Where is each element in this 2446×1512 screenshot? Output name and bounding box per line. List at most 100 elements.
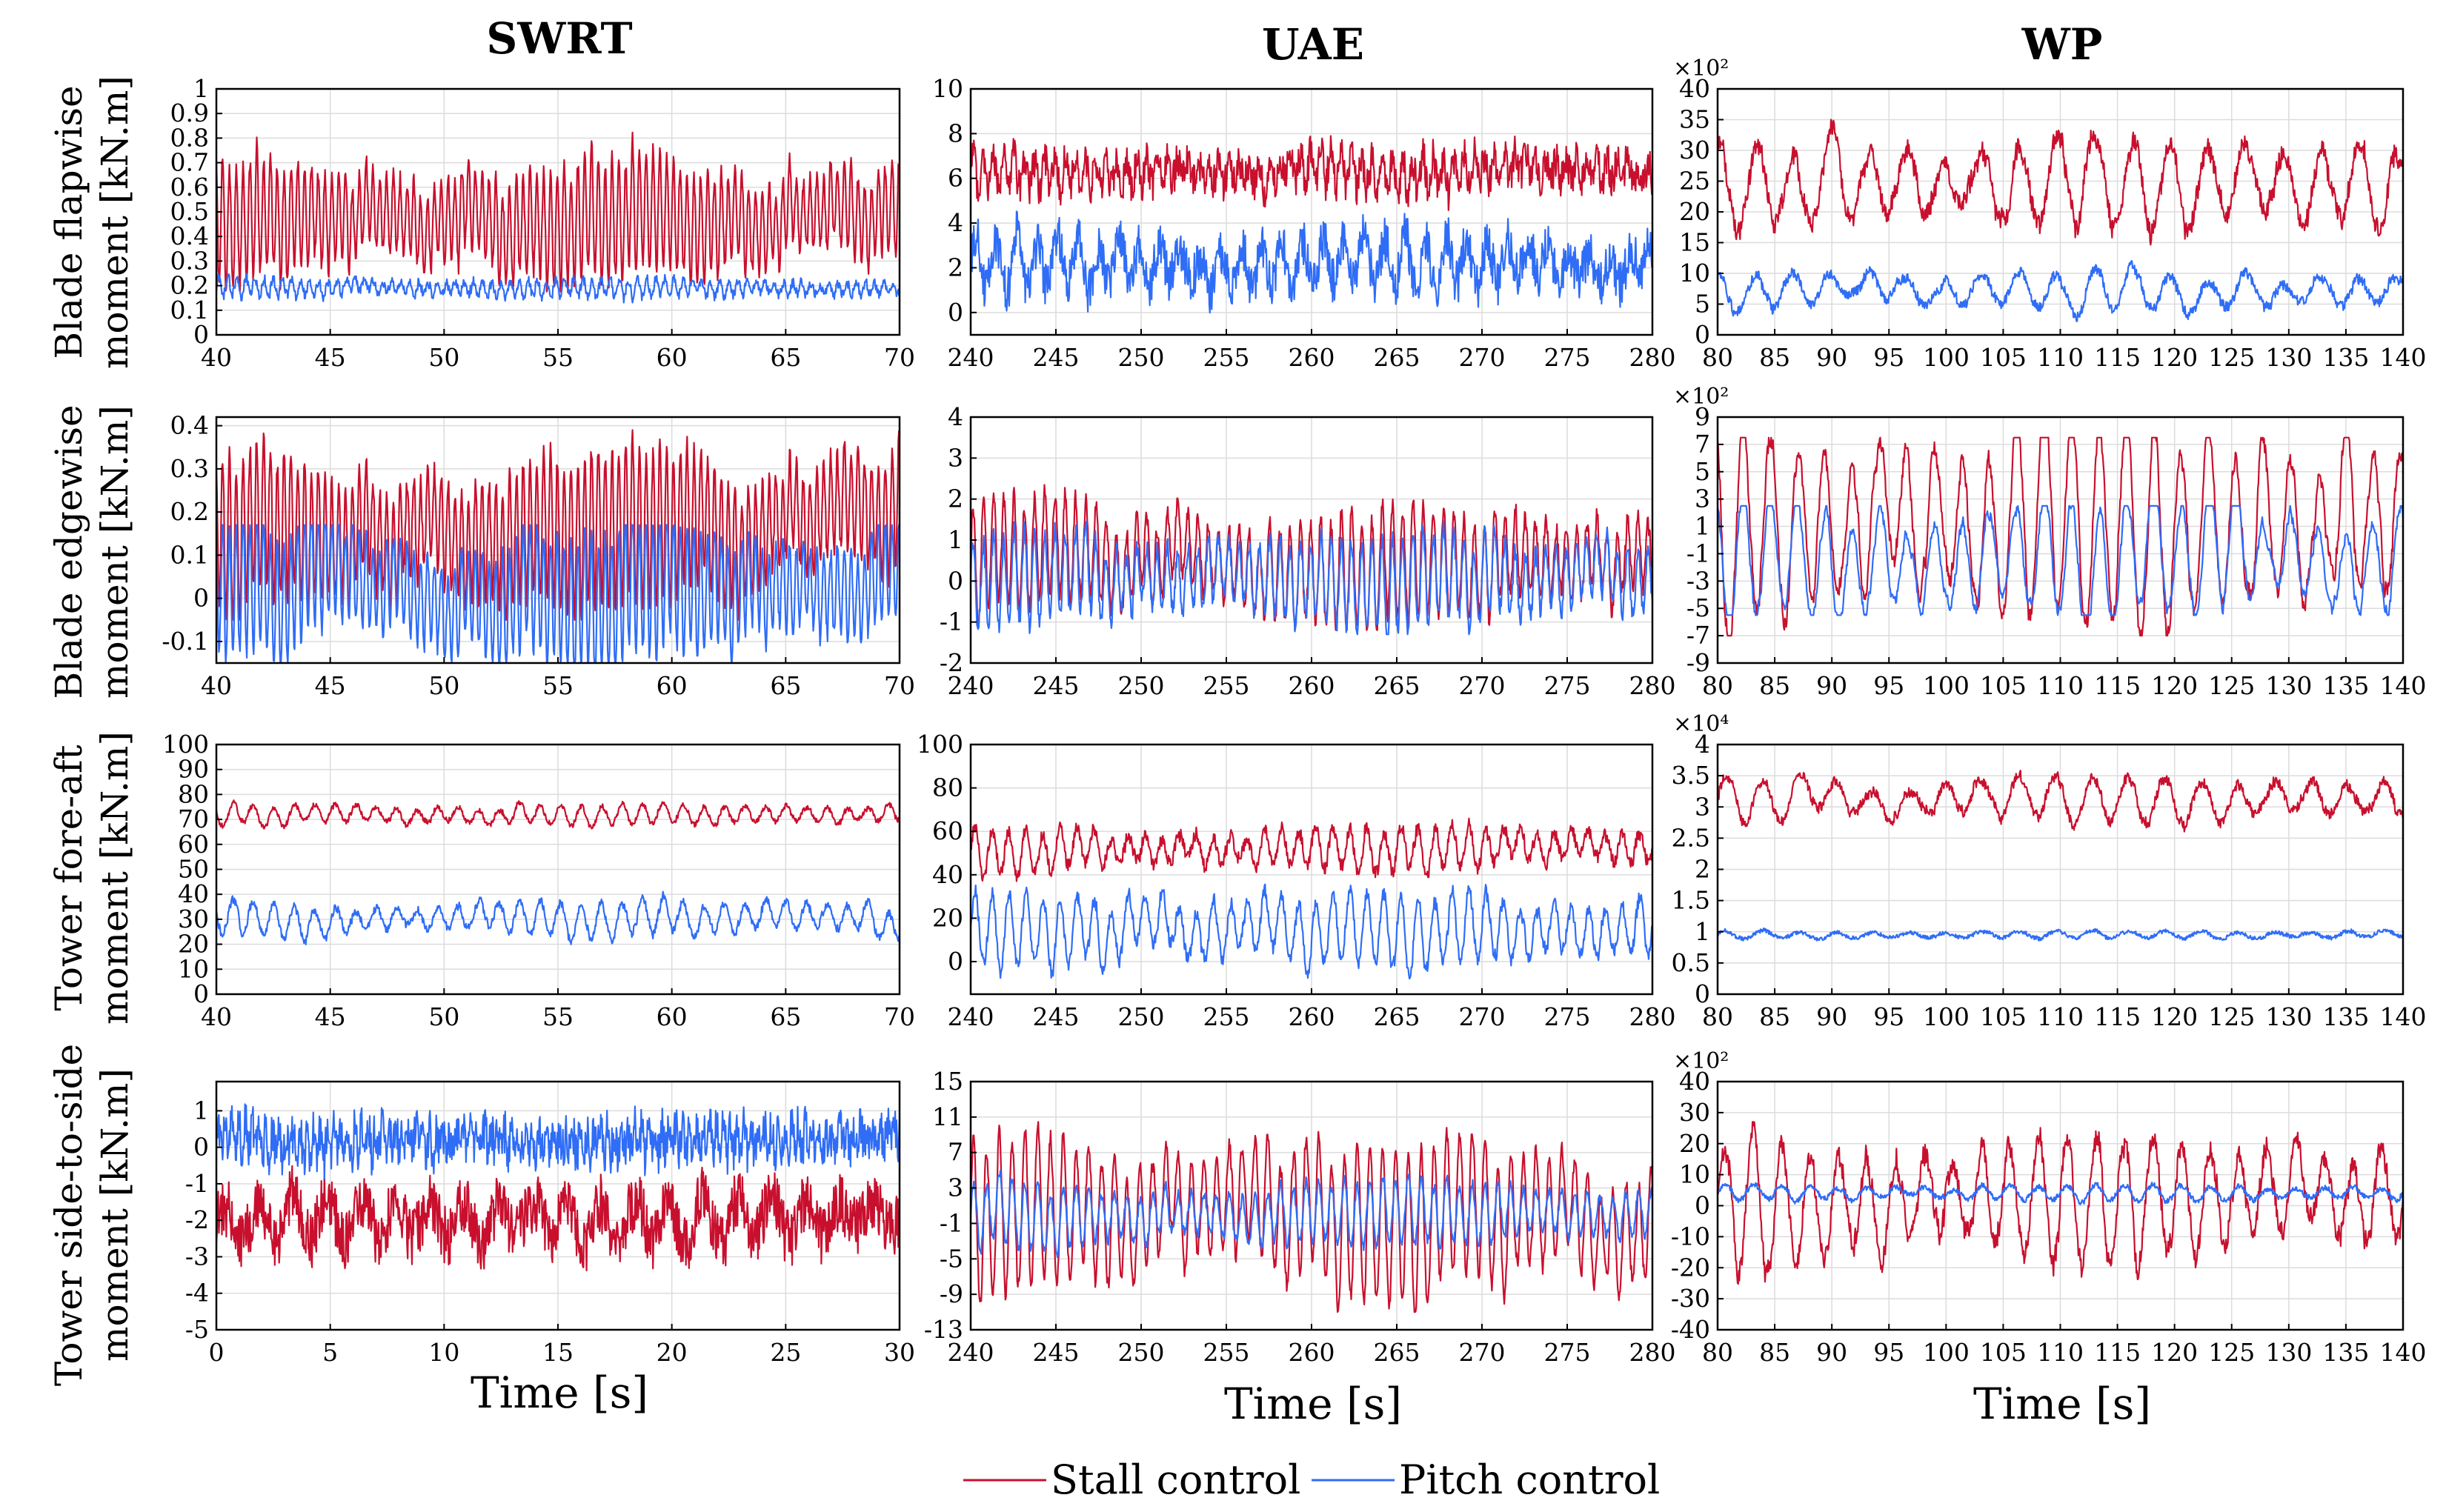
y-tick-label: 4	[948, 208, 963, 237]
y-tick-label: 15	[1679, 228, 1710, 257]
x-tick-label: 85	[1759, 671, 1790, 700]
x-tick-label: 280	[1629, 343, 1676, 372]
x-tick-label: 250	[1118, 343, 1165, 372]
y-tick-label: -9	[1686, 648, 1710, 677]
y-tick-label: -13	[924, 1315, 963, 1344]
chart-panels: 40 45 50 55 60 65 7000.10.20.30.40.50.60.70.80…	[162, 56, 2426, 1367]
y-tick-label: 10	[932, 74, 963, 103]
x-tick-label: 270	[1459, 1002, 1506, 1031]
y-tick-label: 60	[932, 816, 963, 845]
chart-panel-r3-c0: 0 5 10 15 20 25 30 -5 -4 -3 -2 -1 0 1	[185, 1080, 915, 1367]
series-line-pitch	[971, 210, 1652, 314]
y-tick-label: 0.2	[170, 497, 209, 526]
x-tick-label: 240	[948, 343, 994, 372]
x-tick-label: 55	[542, 1002, 574, 1031]
x-tick-label: 65	[770, 1002, 801, 1031]
chart-panel-r0-c0: 40 45 50 55 60 65 70 00.10.20.30.40.50.60.70.80…	[170, 74, 915, 372]
x-tick-label: 85	[1759, 343, 1790, 372]
y-tick-label: 10	[178, 954, 209, 983]
x-tick-label: 100	[1923, 1002, 1970, 1031]
y-tick-label: 9	[1695, 402, 1710, 431]
y-tick-label: 20	[1679, 1129, 1710, 1158]
x-tick-label: 70	[884, 343, 915, 372]
x-tick-label: 40	[201, 671, 232, 700]
series-line-pitch	[971, 883, 1652, 980]
y-tick-label: 80	[178, 779, 209, 808]
x-tick-label: 120	[2151, 671, 2198, 700]
x-tick-label: 240	[948, 671, 994, 700]
x-tick-label: 130	[2265, 343, 2312, 372]
x-tick-label: 280	[1629, 671, 1676, 700]
x-tick-label: 45	[315, 343, 346, 372]
y-tick-label: 11	[932, 1102, 963, 1131]
y-tick-label: -5	[1686, 593, 1710, 622]
x-tick-label: 85	[1759, 1002, 1790, 1031]
x-tick-label: 65	[770, 671, 801, 700]
x-tick-label: 5	[322, 1338, 338, 1367]
x-tick-label: 110	[2037, 1002, 2084, 1031]
x-tick-label: 70	[884, 671, 915, 700]
y-tick-label: -10	[1671, 1222, 1710, 1250]
x-tick-label: 55	[542, 671, 574, 700]
y-tick-label: 4	[948, 402, 963, 431]
x-tick-label: 125	[2208, 671, 2255, 700]
x-tick-label: 270	[1459, 1338, 1506, 1367]
y-tick-label: 0.5	[170, 197, 209, 226]
y-tick-label: 0	[1695, 1191, 1710, 1220]
y-tick-label: 0	[948, 566, 963, 595]
x-tick-label: 80	[1702, 343, 1733, 372]
x-tick-label: 90	[1816, 1338, 1847, 1367]
series-line-pitch	[1718, 504, 2403, 616]
x-tick-label: 125	[2208, 1002, 2255, 1031]
y-tick-label: 0.4	[170, 222, 209, 250]
x-tick-label: 120	[2151, 343, 2198, 372]
x-tick-label: 100	[1923, 343, 1970, 372]
y-tick-label: -7	[1686, 621, 1710, 650]
series-line-pitch	[971, 1169, 1652, 1259]
x-tick-label: 65	[770, 343, 801, 372]
y-tick-label: 5	[1695, 290, 1710, 319]
y-tick-label: 80	[932, 773, 963, 802]
x-tick-label: 105	[1980, 1338, 2027, 1367]
legend: Stall control Pitch control	[963, 1456, 1660, 1503]
y-tick-label: 0	[948, 947, 963, 976]
y-tick-label: 40	[1679, 1067, 1710, 1096]
x-tick-label: 280	[1629, 1002, 1676, 1031]
x-tick-label: 130	[2265, 1338, 2312, 1367]
y-tick-label: -1	[185, 1169, 209, 1198]
x-tick-label: 255	[1203, 1338, 1250, 1367]
x-tick-label: 95	[1873, 343, 1904, 372]
x-tick-label: 20	[657, 1338, 688, 1367]
series-group	[1718, 769, 2403, 942]
series-group	[216, 429, 900, 663]
x-tick-label: 245	[1033, 1338, 1080, 1367]
series-line-stall	[1718, 1121, 2403, 1285]
x-tick-label: 70	[884, 1002, 915, 1031]
x-tick-label: 30	[884, 1338, 915, 1367]
x-tick-label: 95	[1873, 671, 1904, 700]
x-tick-label: 255	[1203, 1002, 1250, 1031]
y-tick-label: 0.3	[170, 246, 209, 275]
column-title-uae: UAE	[1262, 19, 1364, 70]
x-tick-label: 270	[1459, 671, 1506, 700]
y-tick-label: 70	[178, 805, 209, 833]
x-tick-label: 40	[201, 343, 232, 372]
x-tick-label: 250	[1118, 1002, 1165, 1031]
x-tick-label: 45	[315, 1002, 346, 1031]
x-tick-label: 90	[1816, 671, 1847, 700]
y-tick-label: -4	[185, 1279, 209, 1308]
y-tick-label: -5	[940, 1244, 963, 1273]
y-multiplier-label: ×10²	[1673, 56, 1729, 81]
chart-panel-r3-c1: 240 245 250 255 260 265 270 275 280-13-9-5-13711…	[924, 1067, 1676, 1367]
y-tick-label: -1	[940, 1208, 963, 1237]
y-tick-label: 10	[1679, 259, 1710, 287]
y-tick-label: 0.4	[170, 411, 209, 440]
x-tick-label: 125	[2208, 1338, 2255, 1367]
y-tick-label: 1	[1695, 512, 1710, 541]
series-line-stall	[1718, 119, 2403, 246]
series-line-stall	[971, 1121, 1652, 1313]
x-tick-label: 125	[2208, 343, 2255, 372]
series-line-pitch	[216, 890, 900, 946]
x-tick-label: 140	[2380, 343, 2427, 372]
x-tick-label: 50	[428, 671, 459, 700]
